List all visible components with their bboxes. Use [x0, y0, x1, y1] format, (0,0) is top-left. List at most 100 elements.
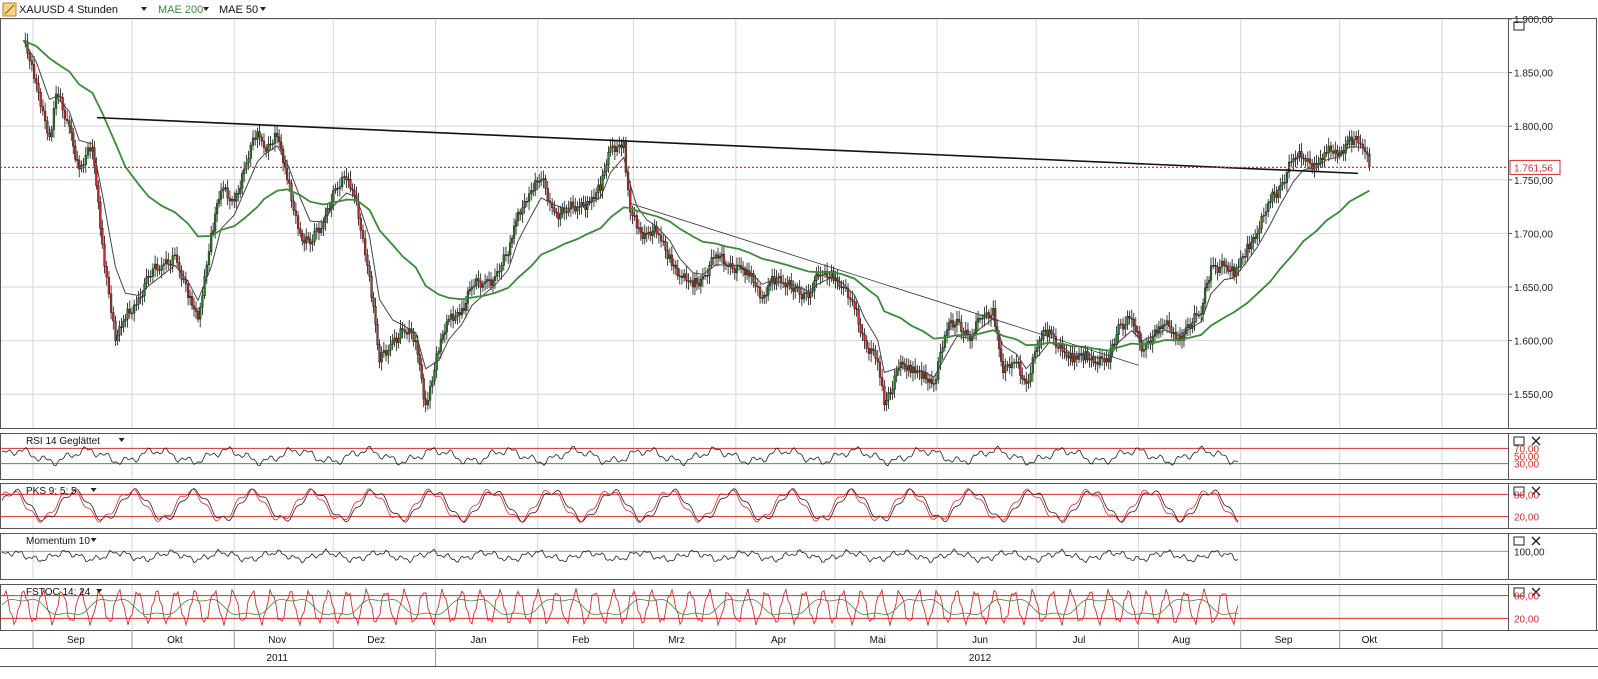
candle-body — [135, 304, 138, 306]
candle-body — [374, 306, 377, 325]
close-icon[interactable] — [1531, 486, 1541, 496]
maximize-icon[interactable] — [1513, 21, 1525, 31]
indicator-dropdown-icon[interactable] — [90, 538, 97, 542]
instrument-label[interactable]: XAUUSD 4 Stunden — [19, 4, 118, 16]
candle-body — [167, 259, 170, 265]
x-month-label: Okt — [1362, 635, 1378, 646]
candle-body — [521, 207, 524, 215]
close-icon[interactable] — [1531, 587, 1541, 597]
x-month-label: Apr — [771, 635, 787, 646]
candle-body — [1006, 364, 1009, 367]
candle-body — [683, 273, 686, 278]
maximize-icon[interactable] — [1513, 536, 1525, 546]
ma-short-label[interactable]: MAE 50 — [219, 4, 258, 16]
candle-body — [655, 225, 658, 234]
close-icon[interactable] — [1531, 536, 1541, 546]
candle-body — [422, 378, 425, 400]
maximize-icon[interactable] — [1513, 486, 1525, 496]
candle-body — [710, 257, 713, 266]
candle-body — [861, 332, 864, 335]
indicator-tick-label: 50,00 — [1514, 452, 1539, 463]
candle-body — [743, 269, 747, 275]
candle-body — [186, 283, 190, 298]
indicator-panel-stoch: 80,00 20,00 PKS 9; 5; 5 — [0, 486, 1539, 524]
candle-body — [364, 238, 367, 256]
candle-body — [976, 318, 980, 323]
candle-body — [182, 278, 185, 281]
indicator-dropdown-icon[interactable] — [90, 488, 97, 492]
candle-body — [130, 312, 134, 315]
candle-body — [353, 189, 356, 196]
candle-body — [349, 178, 352, 189]
candle-body — [651, 230, 654, 236]
candle-body — [1346, 140, 1349, 145]
candle-body — [1115, 334, 1118, 345]
ma-long-dropdown-icon[interactable] — [203, 7, 209, 11]
candle-body — [1218, 267, 1221, 273]
candle-body — [397, 338, 400, 343]
candle-body — [1306, 158, 1309, 162]
candle-body — [378, 344, 381, 363]
indicator-label[interactable]: RSI 14 Geglättet — [26, 436, 100, 447]
candle-body — [695, 278, 699, 284]
candle-body — [1227, 265, 1230, 272]
candle-body — [807, 292, 810, 298]
candle-body — [932, 383, 935, 385]
candle-body — [380, 352, 383, 363]
close-icon[interactable] — [1531, 436, 1541, 446]
indicator-dropdown-icon[interactable] — [96, 589, 103, 593]
candle-body — [285, 167, 289, 180]
candle-body — [372, 297, 375, 307]
candle-body — [39, 92, 42, 107]
chart-toolbar: XAUUSD 4 Stunden MAE 200 MAE 50 — [2, 2, 266, 17]
candle-body — [1182, 333, 1186, 341]
candle-body — [1077, 354, 1081, 360]
chart-grid — [0, 18, 1508, 630]
candle-body — [447, 318, 450, 322]
y-tick-label: 1.750,00 — [1514, 176, 1553, 187]
ma-long-label[interactable]: MAE 200 — [158, 4, 203, 16]
candle-body — [218, 198, 221, 204]
indicator-label[interactable]: FSTOC 14; 24 — [26, 587, 91, 598]
indicator-label[interactable]: PKS 9; 5; 5 — [26, 486, 77, 497]
x-month-label: Jan — [470, 635, 486, 646]
candle-body — [212, 230, 215, 234]
candle-body — [701, 276, 704, 280]
candle-body — [754, 282, 757, 287]
candle-body — [1098, 356, 1102, 366]
candle-body — [487, 279, 491, 281]
candle-body — [420, 364, 423, 379]
candle-body — [1325, 152, 1328, 154]
maximize-icon[interactable] — [1513, 587, 1525, 597]
candle-body — [557, 212, 560, 220]
candle-body — [802, 292, 806, 300]
ma-50-line — [22, 40, 1370, 379]
candle-body — [258, 131, 261, 138]
candle-body — [502, 254, 505, 266]
candle-body — [1142, 349, 1146, 352]
x-month-label: Aug — [1172, 635, 1190, 646]
candle-body — [761, 297, 764, 299]
candle-body — [1075, 355, 1078, 360]
current-price-label: 1.761,56 — [1514, 163, 1553, 174]
ma-short-dropdown-icon[interactable] — [260, 7, 266, 11]
candle-body — [653, 225, 656, 232]
indicator-label[interactable]: Momentum 10 — [26, 536, 90, 547]
x-year-label: 2011 — [266, 653, 288, 664]
instrument-dropdown-icon[interactable] — [141, 7, 147, 11]
candle-body — [120, 326, 123, 328]
candle-body — [960, 321, 963, 332]
candle-body — [265, 147, 268, 152]
candle-body — [1153, 329, 1157, 337]
maximize-icon[interactable] — [1513, 436, 1525, 446]
candle-body — [851, 299, 854, 302]
candle-body — [338, 186, 341, 189]
candle-body — [1319, 158, 1322, 164]
candle-body — [1134, 325, 1137, 332]
candle-body — [1248, 243, 1251, 250]
indicator-dropdown-icon[interactable] — [118, 438, 125, 442]
candle-body — [895, 370, 898, 377]
candle-body — [294, 210, 297, 216]
